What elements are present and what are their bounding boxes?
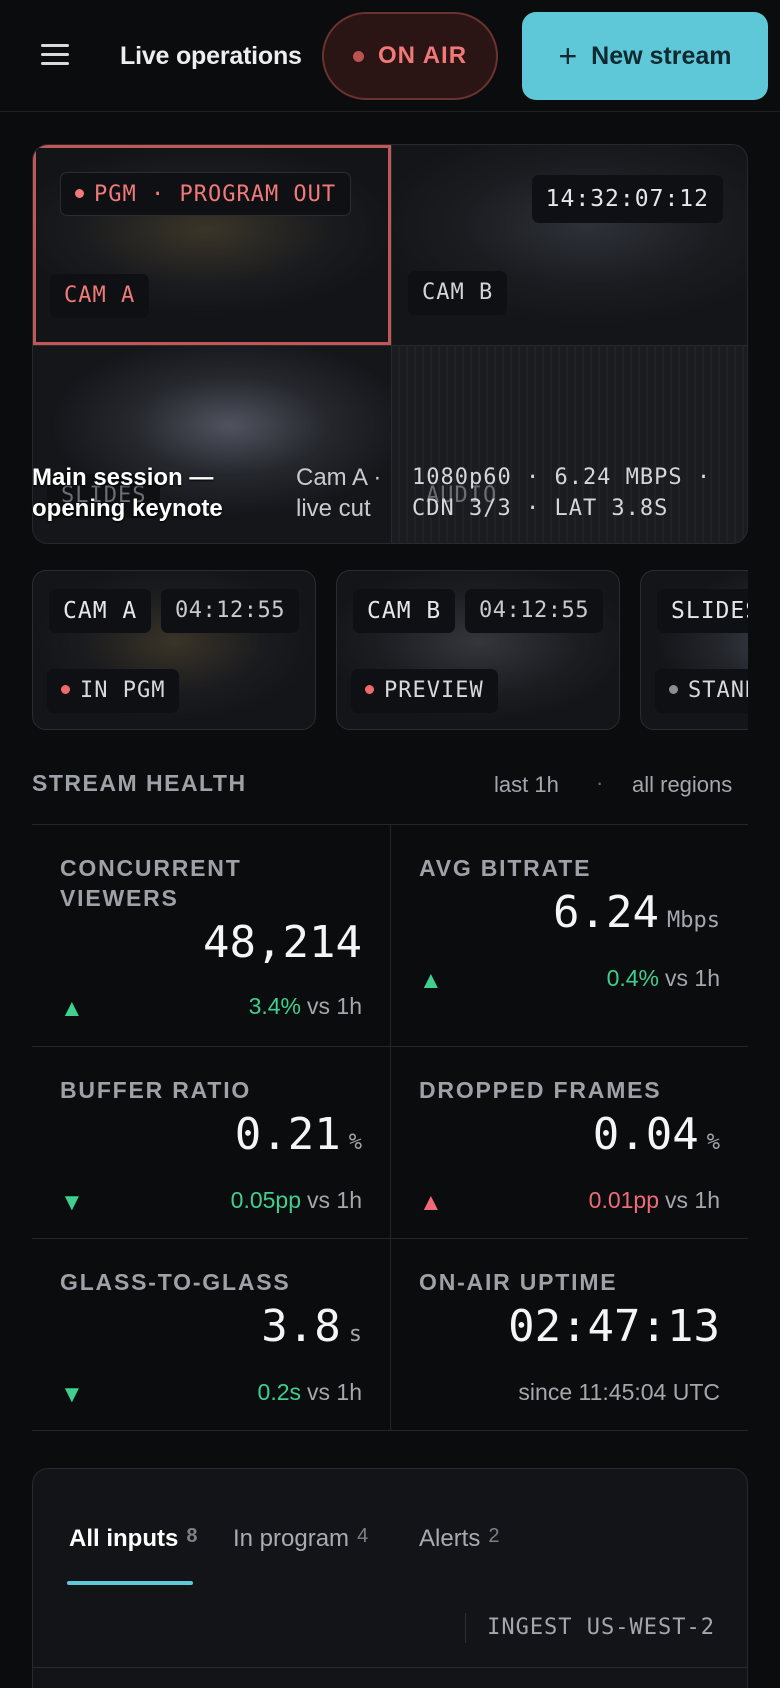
- program-subtitle: Cam A · live cut: [296, 464, 382, 522]
- metric-value: 48,214: [203, 917, 362, 968]
- plus-icon: +: [558, 38, 578, 74]
- tile-label: AUDIO: [426, 483, 498, 508]
- multiview-tile-cam-a[interactable]: PGM · PROGRAM OUT CAM A: [33, 145, 391, 345]
- filter-separator: ·: [596, 770, 604, 795]
- on-air-badge: ON AIR: [322, 12, 498, 100]
- metric-delta: 0.01pp vs 1h: [588, 1187, 720, 1213]
- camera-card[interactable]: CAM B 04:12:55 PREVIEW: [336, 570, 620, 730]
- trend-down-icon: ▼: [60, 1189, 84, 1216]
- trend-up-icon: ▲: [419, 1189, 443, 1216]
- camera-card[interactable]: CAM A 04:12:55 IN PGM: [32, 570, 316, 730]
- camera-name: SLIDES: [657, 589, 748, 633]
- status-dot-icon: [365, 684, 374, 694]
- multiview-tile-slides[interactable]: SLIDES: [33, 345, 391, 543]
- metric-card: BUFFER RATIO 0.21% ▼ 0.05pp vs 1h: [32, 1047, 390, 1239]
- trend-up-icon: ▲: [60, 995, 84, 1022]
- tab-in-program[interactable]: In program 4: [233, 1525, 369, 1552]
- camera-card[interactable]: SLIDES STANDBY: [640, 570, 748, 730]
- hamburger-menu-icon[interactable]: [38, 40, 72, 70]
- region-filter[interactable]: all regions: [632, 772, 733, 797]
- metric-label: GLASS-TO-GLASS: [60, 1269, 291, 1295]
- camera-time: 04:12:55: [161, 589, 299, 633]
- metric-card: ON-AIR UPTIME 02:47:13 since 11:45:04 UT…: [390, 1239, 748, 1431]
- metric-label: AVG BITRATE: [419, 855, 592, 881]
- live-dot-icon: [352, 50, 364, 62]
- new-stream-label: New stream: [591, 41, 732, 70]
- metric-value: 0.04%: [592, 1109, 720, 1160]
- metric-value: 02:47:13: [508, 1301, 720, 1352]
- metric-card: DROPPED FRAMES 0.04% ▲ 0.01pp vs 1h: [390, 1047, 748, 1239]
- metric-card: GLASS-TO-GLASS 3.8 s ▼ 0.2s vs 1h: [32, 1239, 390, 1431]
- camera-time: 04:12:55: [465, 589, 603, 633]
- page-title: Live operations: [120, 42, 302, 70]
- program-title: Main session — opening keynote: [32, 464, 223, 522]
- top-bar: Live operations ON AIR + New stream: [0, 0, 780, 112]
- live-dot-icon: [75, 188, 84, 198]
- tile-label: CAM A: [50, 274, 150, 318]
- tile-label: CAM B: [408, 271, 508, 315]
- program-out-label: PGM · PROGRAM OUT: [60, 172, 352, 216]
- metric-delta: since 11:45:04 UTC: [518, 1379, 720, 1405]
- metric-card: CONCURRENT VIEWERS 48,214 ▲ 3.4% vs 1h: [32, 825, 390, 1047]
- metric-value: 3.8 s: [261, 1301, 362, 1352]
- multiview-tile-audio[interactable]: AUDIO: [391, 345, 747, 543]
- metrics-grid: CONCURRENT VIEWERS 48,214 ▲ 3.4% vs 1h AV…: [32, 824, 748, 1431]
- trend-up-icon: ▲: [419, 967, 443, 994]
- tile-label: SLIDES: [47, 474, 161, 518]
- camera-status: STANDBY: [655, 669, 748, 713]
- metric-label: CONCURRENT VIEWERS: [60, 855, 242, 911]
- new-stream-button[interactable]: + New stream: [522, 12, 768, 100]
- program-timecode: 14:32:07:12: [531, 175, 723, 223]
- metric-label: DROPPED FRAMES: [419, 1077, 662, 1103]
- metric-delta: 3.4% vs 1h: [248, 993, 362, 1019]
- program-meta: 1080p60 · 6.24 MBPS · CDN 3/3 · LAT 3.8S: [412, 465, 712, 521]
- metric-delta: 0.2s vs 1h: [257, 1379, 362, 1405]
- status-dot-icon: [61, 684, 70, 694]
- metric-label: ON-AIR UPTIME: [419, 1269, 618, 1295]
- camera-name: CAM A: [49, 589, 152, 633]
- inputs-panel: All inputs 8 In program 4 Alerts 2 INGEST U…: [32, 1468, 748, 1688]
- metric-card: AVG BITRATE 6.24 Mbps ▲ 0.4% vs 1h: [390, 825, 748, 1047]
- trend-down-icon: ▼: [60, 1381, 84, 1408]
- active-tab-indicator: [67, 1581, 193, 1585]
- metric-value: 6.24 Mbps: [553, 887, 720, 938]
- camera-strip: CAM A 04:12:55 IN PGM CAM B 04:12:55 PRE…: [32, 570, 748, 730]
- metric-delta: 0.4% vs 1h: [606, 965, 720, 991]
- camera-status: PREVIEW: [351, 669, 498, 713]
- tab-all-inputs[interactable]: All inputs 8: [69, 1525, 198, 1552]
- metric-label: BUFFER RATIO: [60, 1077, 252, 1103]
- multiview-tile-cam-b[interactable]: 14:32:07:12 CAM B: [391, 145, 747, 345]
- divider: [465, 1613, 466, 1643]
- camera-name: CAM B: [353, 589, 456, 633]
- ingest-region: INGEST US-WEST-2: [487, 1615, 715, 1640]
- tab-alerts[interactable]: Alerts 2: [419, 1525, 500, 1552]
- metric-delta: 0.05pp vs 1h: [230, 1187, 362, 1213]
- camera-status: IN PGM: [47, 669, 180, 713]
- status-dot-icon: [669, 684, 678, 694]
- divider: [33, 1667, 747, 1668]
- time-range-filter[interactable]: last 1h: [494, 772, 559, 797]
- metric-value: 0.21%: [234, 1109, 362, 1160]
- on-air-label: ON AIR: [377, 42, 468, 69]
- multiview-monitor: PGM · PROGRAM OUT CAM A 14:32:07:12 CAM …: [32, 144, 748, 544]
- section-title: STREAM HEALTH: [32, 770, 247, 796]
